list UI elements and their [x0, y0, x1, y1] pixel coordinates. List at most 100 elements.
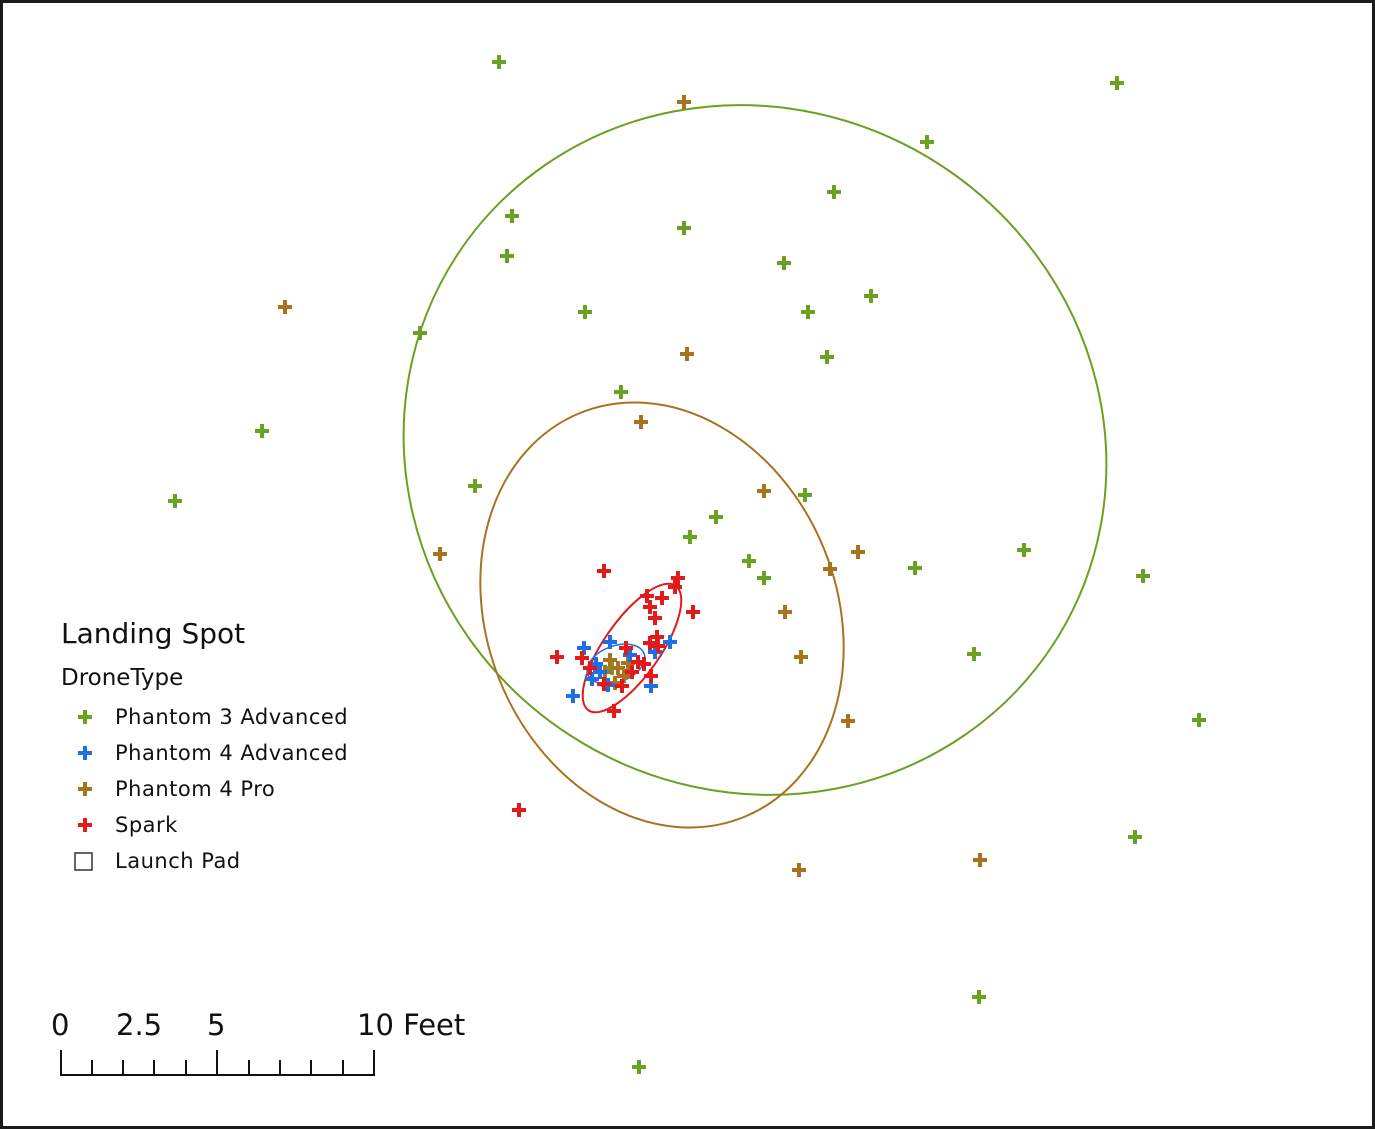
- spark-landing-point: [575, 651, 589, 665]
- spark-landing-point: [648, 611, 662, 625]
- plus-icon: [70, 739, 98, 767]
- phantom3-landing-point: [492, 55, 506, 69]
- scale-label-0: 0: [51, 1008, 70, 1042]
- phantom3-landing-point: [632, 1060, 646, 1074]
- phantom4pro-landing-point: [757, 484, 771, 498]
- phantom3-landing-point: [798, 488, 812, 502]
- spark-landing-point: [640, 589, 654, 603]
- phantom3-landing-point: [255, 424, 269, 438]
- legend-label: Spark: [115, 813, 178, 837]
- phantom3-landing-point: [827, 185, 841, 199]
- phantom3-landing-point: [468, 479, 482, 493]
- phantom4adv-landing-point: [593, 665, 607, 679]
- phantom4pro-landing-point: [823, 562, 837, 576]
- scale-label-10-feet: 10 Feet: [357, 1008, 466, 1042]
- spark-landing-point: [607, 704, 621, 718]
- legend-title: Landing Spot: [61, 617, 246, 650]
- phantom4pro-landing-point: [778, 605, 792, 619]
- spark-landing-point: [651, 639, 665, 653]
- phantom4pro-landing-point: [278, 300, 292, 314]
- phantom3-landing-point: [500, 249, 514, 263]
- phantom4adv-landing-point: [566, 689, 580, 703]
- phantom3-landing-point: [683, 530, 697, 544]
- phantom3-landing-point: [967, 647, 981, 661]
- legend-label: Phantom 4 Pro: [115, 777, 276, 801]
- legend-label: Phantom 4 Advanced: [115, 741, 349, 765]
- phantom3-landing-point: [1110, 76, 1124, 90]
- spark-landing-point: [668, 580, 682, 594]
- phantom3-landing-point: [505, 209, 519, 223]
- phantom4pro-landing-point: [851, 545, 865, 559]
- spark-landing-point: [583, 661, 597, 675]
- phantom4adv-landing-point: [623, 648, 637, 662]
- phantom4adv-landing-point: [603, 635, 617, 649]
- phantom3-landing-point: [1128, 830, 1142, 844]
- phantom4pro-landing-point: [617, 669, 631, 683]
- phantom4pro-landing-point: [621, 656, 635, 670]
- phantom3-landing-point: [1017, 543, 1031, 557]
- phantom3-landing-point: [1136, 569, 1150, 583]
- spark-landing-point: [655, 591, 669, 605]
- legend-label: Launch Pad: [115, 849, 241, 873]
- phantom4pro-landing-point: [433, 547, 447, 561]
- phantom4adv-landing-point: [585, 672, 599, 686]
- legend-item-phantom4pro: Phantom 4 Pro: [70, 774, 275, 804]
- phantom3-landing-point: [908, 561, 922, 575]
- legend-label: Phantom 3 Advanced: [115, 705, 349, 729]
- phantom4pro-landing-point: [611, 661, 625, 675]
- phantom3-landing-point: [757, 571, 771, 585]
- spark-landing-point: [512, 803, 526, 817]
- phantom3-landing-point: [972, 990, 986, 1004]
- phantom4adv-landing-point: [577, 641, 591, 655]
- phantom3-landing-point: [864, 289, 878, 303]
- phantom3-landing-point: [168, 494, 182, 508]
- spark-landing-point: [643, 600, 657, 614]
- legend-subtitle: DroneType: [61, 665, 184, 691]
- phantom4pro-landing-point: [677, 95, 691, 109]
- phantom3-landing-point: [801, 305, 815, 319]
- phantom3-landing-point: [742, 554, 756, 568]
- phantom4pro-landing-point: [792, 863, 806, 877]
- spark-landing-point: [597, 677, 611, 691]
- phantom4adv-landing-point: [589, 657, 603, 671]
- spark-landing-point: [686, 605, 700, 619]
- spark-landing-point: [625, 665, 639, 679]
- phantom4pro-landing-point: [634, 415, 648, 429]
- phantom4pro-landing-point: [973, 853, 987, 867]
- phantom3-landing-point: [709, 510, 723, 524]
- phantom3-landing-point: [413, 326, 427, 340]
- phantom4adv-landing-point: [648, 645, 662, 659]
- scale-label-2-5: 2.5: [116, 1008, 163, 1042]
- spark-landing-point: [597, 564, 611, 578]
- spark-landing-point: [644, 669, 658, 683]
- spark-landing-point: [650, 630, 664, 644]
- spark-landing-point: [550, 650, 564, 664]
- phantom3-landing-point: [1192, 713, 1206, 727]
- plus-icon: [70, 811, 98, 839]
- phantom3-landing-point: [578, 305, 592, 319]
- landing-points: [168, 55, 1206, 1074]
- phantom3-landing-point: [677, 221, 691, 235]
- phantom3-landing-point: [777, 256, 791, 270]
- phantom3-landing-point: [614, 385, 628, 399]
- phantom4pro-landing-point: [794, 650, 808, 664]
- legend-item-spark: Spark: [70, 810, 178, 840]
- spark-landing-point: [637, 657, 651, 671]
- legend-item-phantom4adv: Phantom 4 Advanced: [70, 738, 348, 768]
- phantom4pro-landing-point: [841, 714, 855, 728]
- phantom4pro-landing-point: [603, 653, 617, 667]
- legend-item-launch-pad: Launch Pad: [70, 846, 241, 876]
- plus-icon: [70, 703, 98, 731]
- phantom4adv-landing-point: [663, 635, 677, 649]
- phantom4adv-landing-point: [644, 679, 658, 693]
- plus-icon: [70, 775, 98, 803]
- phantom3-ellipse: [402, 104, 1108, 796]
- scale-bar: [60, 1050, 375, 1076]
- legend-item-phantom3: Phantom 3 Advanced: [70, 702, 348, 732]
- spark-landing-point: [671, 571, 685, 585]
- spark-landing-point: [619, 641, 633, 655]
- phantom4pro-landing-point: [680, 347, 694, 361]
- phantom4pro-ellipse: [479, 401, 845, 829]
- square-icon: [70, 847, 98, 875]
